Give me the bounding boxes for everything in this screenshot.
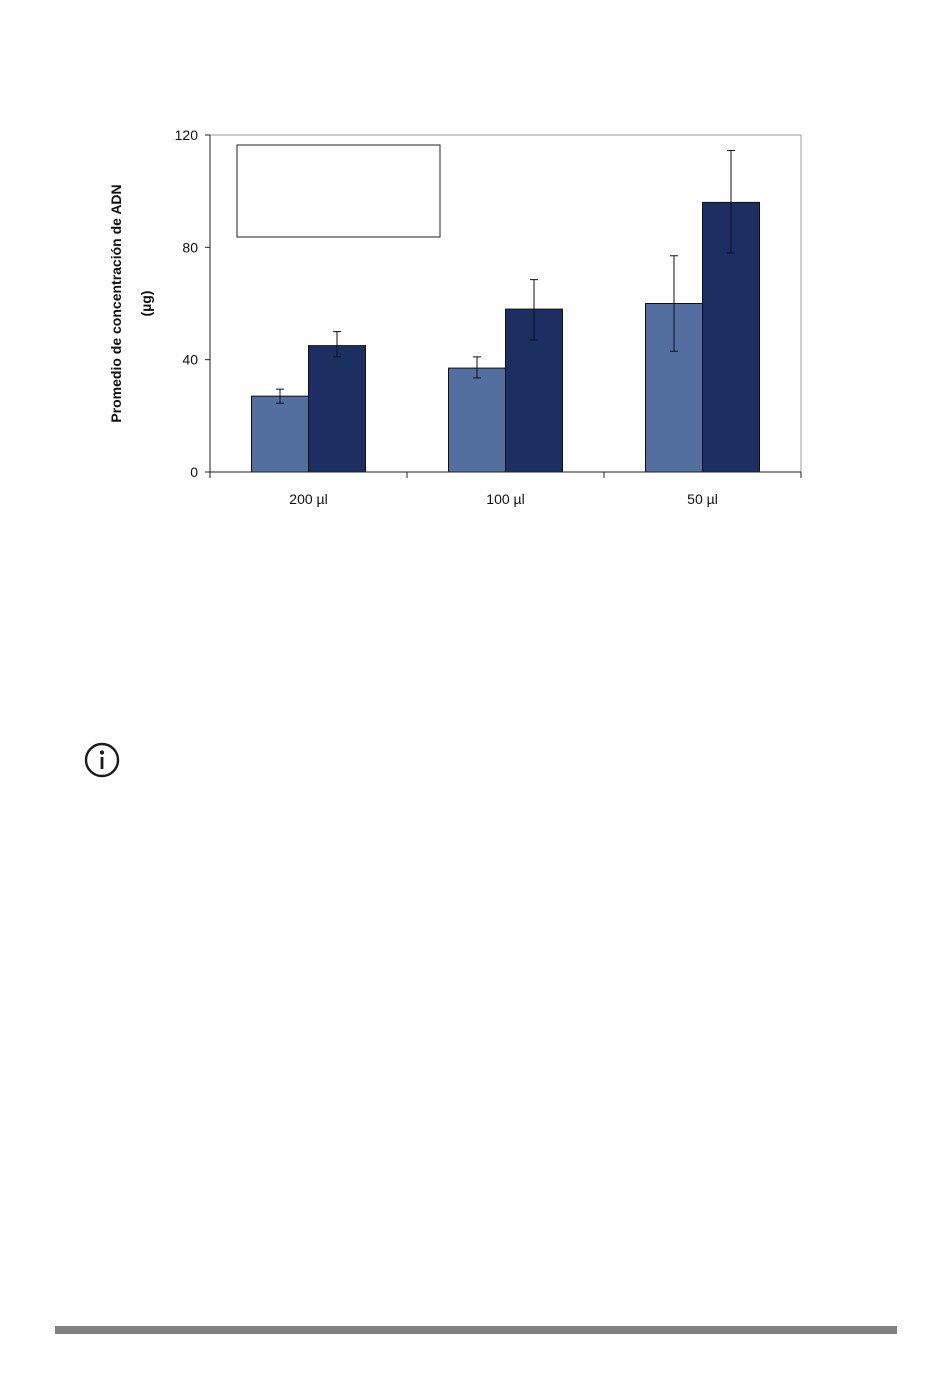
info-icon — [84, 742, 120, 778]
y-tick-label: 120 — [175, 127, 199, 143]
footer-bar — [55, 1326, 897, 1334]
bar — [251, 395, 309, 473]
y-tick-label: 80 — [182, 239, 198, 255]
y-tick-label: 0 — [190, 464, 198, 480]
x-tick-label: 100 µl — [486, 491, 524, 507]
bar-chart: 0 40 80 120 200 µl 100 µl 50 µl Promedio de con… — [108, 127, 802, 507]
y-axis-title-line: (µg) — [138, 291, 154, 317]
x-tick-label: 50 µl — [687, 491, 718, 507]
y-tick-label: 40 — [182, 352, 198, 368]
bar — [308, 345, 366, 473]
bar — [448, 367, 506, 473]
x-tick-label: 200 µl — [289, 491, 327, 507]
y-axis-title: Promedio de concentración de ADN (µg) — [108, 184, 154, 422]
y-axis-title-line: Promedio de concentración de ADN — [108, 184, 124, 422]
legend-box — [236, 144, 441, 238]
